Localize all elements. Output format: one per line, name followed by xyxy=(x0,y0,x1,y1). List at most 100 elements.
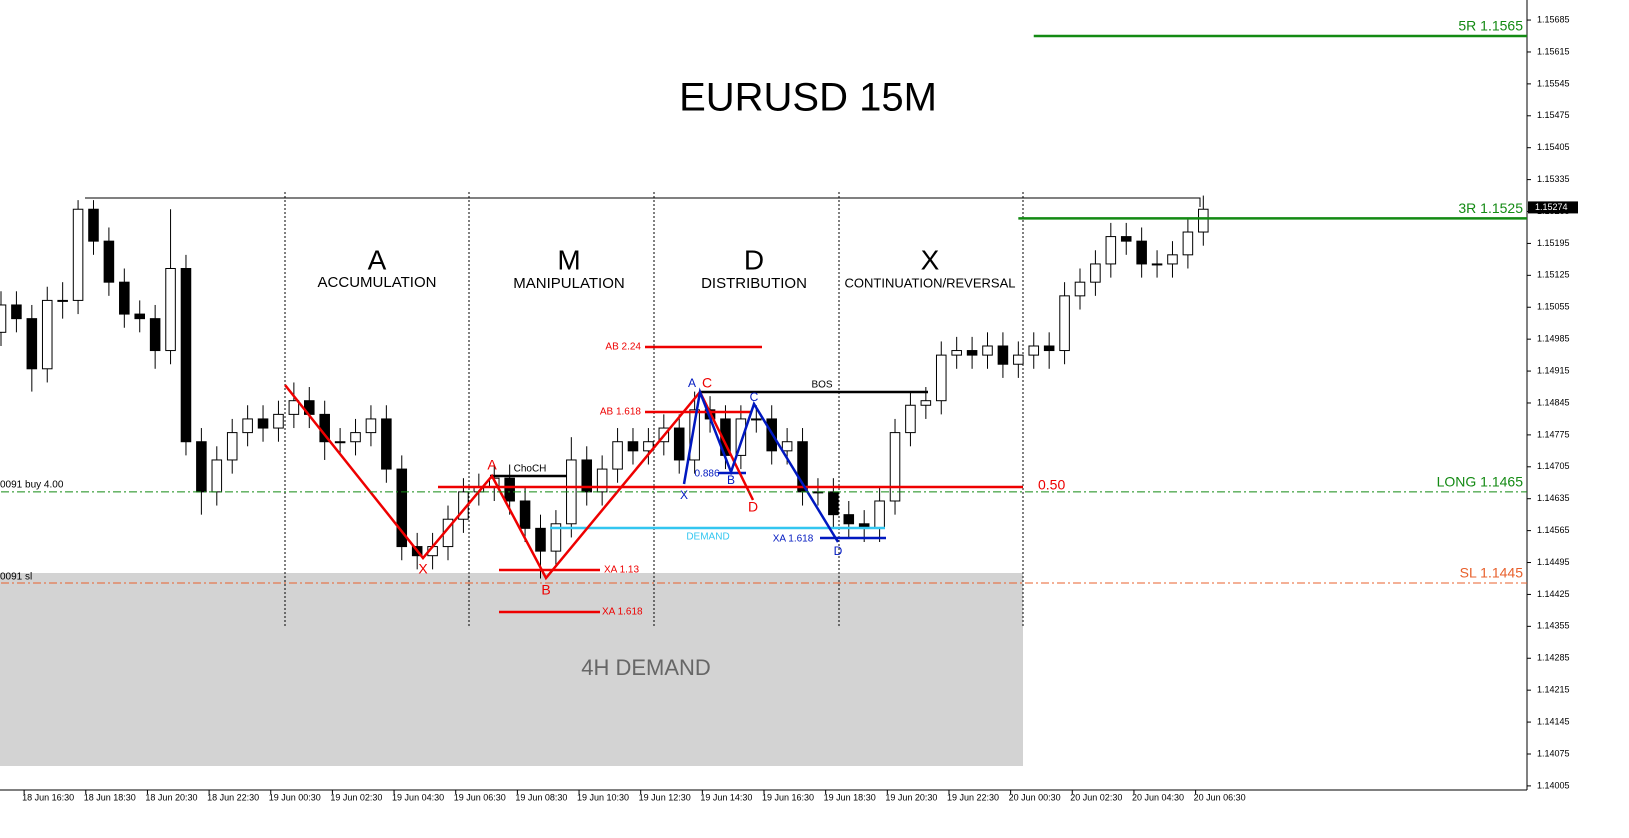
point-label: B xyxy=(541,582,550,598)
phase-letter: D xyxy=(744,244,764,275)
candle-body xyxy=(88,208,99,242)
level-label: LONG 1.1465 xyxy=(1437,474,1524,490)
fib-label: AB 1.618 xyxy=(600,407,642,418)
structure-label: BOS xyxy=(811,380,832,391)
candle-body xyxy=(196,441,207,493)
y-tick-label: 1.14285 xyxy=(1537,653,1570,663)
phase-name: MANIPULATION xyxy=(513,275,624,292)
candle-body xyxy=(273,413,284,429)
y-tick-label: 1.15405 xyxy=(1537,142,1570,152)
x-tick-label: 18 Jun 18:30 xyxy=(84,792,136,802)
candle-body xyxy=(26,318,38,370)
y-tick-label: 1.14565 xyxy=(1537,525,1570,535)
x-tick-label: 19 Jun 06:30 xyxy=(454,792,506,802)
fib-label: AB 2.24 xyxy=(605,342,641,353)
candle-body xyxy=(165,267,176,352)
point-label: X xyxy=(680,488,688,502)
candle-body xyxy=(935,354,947,402)
y-tick-label: 1.15055 xyxy=(1537,302,1570,312)
candle-body xyxy=(226,432,238,461)
y-tick-label: 1.15545 xyxy=(1537,78,1570,88)
x-tick-label: 18 Jun 16:30 xyxy=(22,792,74,802)
candle-body xyxy=(905,404,916,434)
candle-body xyxy=(119,281,130,315)
x-tick-label: 19 Jun 04:30 xyxy=(392,792,444,802)
candle-body xyxy=(334,441,346,444)
candle-body xyxy=(1028,345,1040,356)
y-tick-label: 1.15125 xyxy=(1537,270,1570,280)
candle-body xyxy=(1136,240,1147,265)
candle-body xyxy=(242,418,253,434)
candle-body xyxy=(982,345,993,356)
candle-body xyxy=(581,459,593,493)
blue-pattern xyxy=(682,387,840,543)
candle-body xyxy=(0,304,7,333)
candle-body xyxy=(1151,263,1163,266)
point-label: X xyxy=(418,561,428,577)
candle-body xyxy=(1120,236,1132,242)
candle-body xyxy=(396,468,408,548)
candle-body xyxy=(211,459,223,493)
structure-label: ChoCH xyxy=(514,464,547,475)
phase-letter: A xyxy=(368,244,387,275)
y-tick-label: 1.14215 xyxy=(1537,685,1570,695)
candles xyxy=(0,195,1209,579)
candle-body xyxy=(1182,231,1194,256)
x-tick-label: 19 Jun 20:30 xyxy=(885,792,937,802)
red-points: X A B C D xyxy=(418,375,758,598)
x-tick-label: 20 Jun 00:30 xyxy=(1009,792,1061,802)
candle-body xyxy=(596,468,608,493)
fib-label: 0.50 xyxy=(1038,477,1065,493)
y-tick-label: 1.14915 xyxy=(1537,365,1570,375)
candle-body xyxy=(889,432,901,502)
candle-body xyxy=(149,318,161,352)
fib-label: XA 1.618 xyxy=(773,534,814,545)
x-tick-label: 19 Jun 00:30 xyxy=(269,792,321,802)
y-tick-label: 1.14495 xyxy=(1537,557,1570,567)
chart-title: EURUSD 15M xyxy=(679,76,937,120)
candle-body xyxy=(843,514,855,525)
y-tick-label: 1.14145 xyxy=(1537,716,1570,726)
x-tick-label: 19 Jun 08:30 xyxy=(515,792,567,802)
y-tick-label: 1.14705 xyxy=(1537,461,1570,471)
fib-label: XA 1.618 xyxy=(602,607,643,618)
y-tick-label: 1.14355 xyxy=(1537,621,1570,631)
blue-points: X A B C D xyxy=(680,376,843,558)
candle-body xyxy=(381,418,392,470)
phase-name: ACCUMULATION xyxy=(318,274,437,291)
candle-body xyxy=(11,304,22,320)
phase-name: DISTRIBUTION xyxy=(701,275,807,292)
candle-body xyxy=(1043,345,1055,352)
y-tick-label: 1.14775 xyxy=(1537,429,1570,439)
candle-body xyxy=(627,441,639,452)
level-label: SL 1.1445 xyxy=(1460,565,1524,581)
candle-body xyxy=(612,441,623,470)
candle-body xyxy=(180,267,192,443)
x-tick-label: 19 Jun 22:30 xyxy=(947,792,999,802)
point-label: C xyxy=(750,390,759,404)
candle-body xyxy=(1013,354,1024,365)
candle-body xyxy=(41,299,53,370)
x-tick-label: 20 Jun 02:30 xyxy=(1070,792,1122,802)
y-tick-label: 1.14005 xyxy=(1537,780,1570,790)
demand-label: DEMAND xyxy=(686,532,729,543)
candle-body xyxy=(673,427,685,461)
candle-body xyxy=(781,441,793,452)
order-label: 0091 buy 4.00 xyxy=(0,480,64,491)
point-label: B xyxy=(727,473,735,487)
last-price-label: 1.15274 xyxy=(1535,202,1568,212)
y-tick-label: 1.15335 xyxy=(1537,174,1570,184)
x-tick-label: 19 Jun 12:30 xyxy=(639,792,691,802)
candle-body xyxy=(103,240,115,283)
y-tick-label: 1.14075 xyxy=(1537,748,1570,758)
y-tick-label: 1.14425 xyxy=(1537,589,1570,599)
x-tick-label: 20 Jun 06:30 xyxy=(1194,792,1246,802)
x-tick-label: 19 Jun 14:30 xyxy=(700,792,752,802)
point-label: D xyxy=(748,499,758,515)
x-tick-label: 18 Jun 20:30 xyxy=(145,792,197,802)
x-tick-label: 19 Jun 10:30 xyxy=(577,792,629,802)
x-tick-label: 19 Jun 16:30 xyxy=(762,792,814,802)
candle-body xyxy=(57,299,68,302)
candle-body xyxy=(504,477,515,502)
